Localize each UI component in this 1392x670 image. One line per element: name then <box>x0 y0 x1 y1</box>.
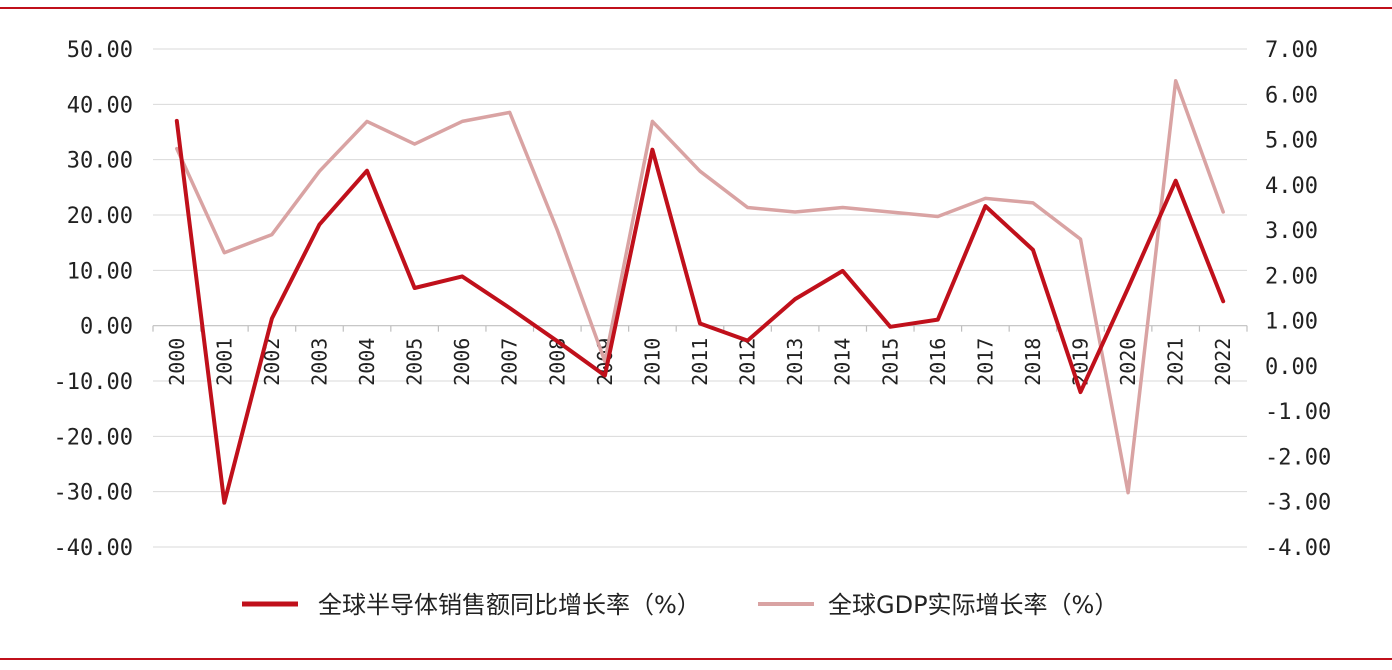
x-tick-label: 2007 <box>498 338 522 386</box>
y-left-tick-label: -40.00 <box>54 536 133 561</box>
y-left-tick-label: -20.00 <box>54 425 133 450</box>
y-left-tick-label: -30.00 <box>54 481 133 506</box>
x-tick-label: 2017 <box>973 338 997 386</box>
x-tick-label: 2018 <box>1021 338 1045 386</box>
y-right-tick-label: -2.00 <box>1265 445 1331 470</box>
y-right-tick-label: 3.00 <box>1265 219 1318 244</box>
y-right-tick-label: -3.00 <box>1265 491 1331 516</box>
x-tick-label: 2006 <box>450 338 474 386</box>
y-left-tick-label: 50.00 <box>67 38 133 63</box>
x-tick-label: 2020 <box>1116 338 1140 386</box>
y-right-tick-label: -1.00 <box>1265 400 1331 425</box>
y-left-tick-label: 10.00 <box>67 259 133 284</box>
y-left-tick-label: 0.00 <box>80 315 133 340</box>
grid-lines <box>153 48 1247 548</box>
x-tick-label: 2000 <box>165 338 189 386</box>
y-left-tick-label: 20.00 <box>67 204 133 229</box>
x-tick-label: 2001 <box>212 338 236 386</box>
x-tick-label: 2012 <box>736 338 760 386</box>
x-tick-label: 2003 <box>307 338 331 386</box>
x-tick-label: 2016 <box>926 338 950 386</box>
y-right-tick-label: 4.00 <box>1265 174 1318 199</box>
x-tick-label: 2004 <box>355 338 379 386</box>
y-left-tick-label: 40.00 <box>67 93 133 118</box>
series-lines <box>174 78 1226 505</box>
series-line-semiconductor <box>174 118 1226 505</box>
x-tick-label: 2010 <box>640 338 664 386</box>
y-right-tick-label: 2.00 <box>1265 264 1318 289</box>
legend: 全球半导体销售额同比增长率（%） 全球GDP实际增长率（%） <box>242 591 1118 619</box>
legend-label: 全球半导体销售额同比增长率（%） <box>318 591 701 619</box>
y-right-tick-label: 7.00 <box>1265 38 1318 63</box>
x-tick-label: 2014 <box>831 338 855 386</box>
legend-label: 全球GDP实际增长率（%） <box>828 591 1118 619</box>
y-right-tick-label: 1.00 <box>1265 310 1318 335</box>
axes: 50.00 40.00 30.00 20.00 10.00 0.00 -10.00 -20.0… <box>54 38 1332 561</box>
x-tick-label: 2005 <box>403 338 427 386</box>
x-tick-label: 2013 <box>783 338 807 386</box>
series-line-gdp <box>175 78 1225 495</box>
y-left-tick-label: 30.00 <box>67 149 133 174</box>
y-right-tick-label: 6.00 <box>1265 83 1318 108</box>
x-tick-label: 2021 <box>1164 338 1188 386</box>
x-tick-label: 2022 <box>1211 338 1235 386</box>
y-right-tick-label: 5.00 <box>1265 129 1318 154</box>
x-tick-label: 2015 <box>878 338 902 386</box>
y-left-tick-label: -10.00 <box>54 370 133 395</box>
y-right-tick-label: -4.00 <box>1265 536 1331 561</box>
y-right-tick-label: 0.00 <box>1265 355 1318 380</box>
x-tick-label: 2011 <box>688 338 712 386</box>
